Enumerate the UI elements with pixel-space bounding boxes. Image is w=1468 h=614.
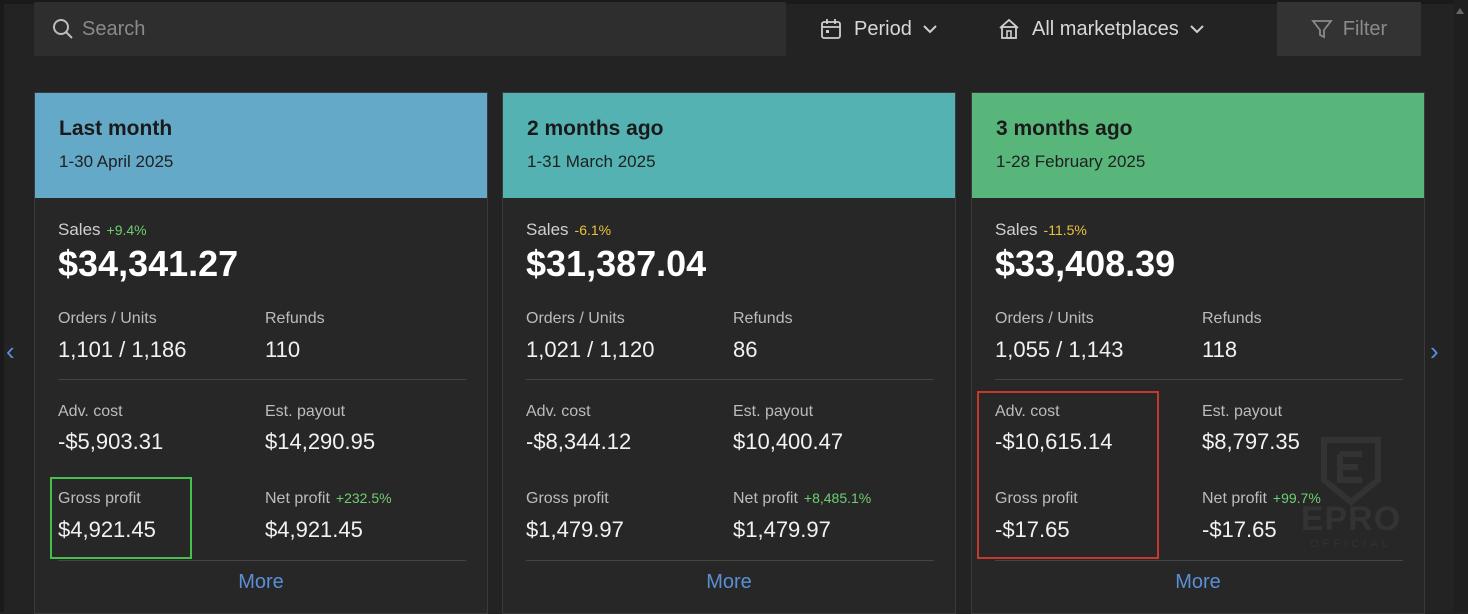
refunds-label: Refunds [733, 310, 793, 327]
sales-label: Sales -6.1% [526, 220, 612, 239]
refunds-label: Refunds [1202, 310, 1262, 327]
gross-profit-label: Gross profit [526, 490, 609, 507]
search-bar[interactable] [34, 2, 786, 56]
refunds-label: Refunds [265, 310, 325, 327]
refunds-value: 110 [265, 337, 301, 362]
net-profit-label: Net profit +8,485.1% [733, 490, 872, 507]
sales-change: +9.4% [106, 222, 147, 238]
net-profit-value: -$17.65 [1202, 517, 1277, 542]
period-card-3-months-ago: 3 months ago 1-28 February 2025 Sales -11… [971, 92, 1425, 614]
search-input[interactable] [80, 16, 684, 42]
adv-cost-value: -$8,344.12 [526, 429, 632, 454]
card-title: 3 months ago [996, 117, 1133, 140]
sales-value: $33,408.39 [995, 243, 1176, 284]
divider [58, 560, 466, 561]
prev-period-chevron-left-icon[interactable]: ‹ [6, 336, 15, 366]
orders-units-label: Orders / Units [58, 310, 157, 327]
period-label: Period [854, 17, 912, 40]
orders-units-label: Orders / Units [526, 310, 625, 327]
adv-cost-value: -$10,615.14 [995, 429, 1113, 454]
orders-units-value: 1,101 / 1,186 [58, 337, 187, 362]
adv-cost-value: -$5,903.31 [58, 429, 164, 454]
period-card-last-month: Last month 1-30 April 2025 Sales +9.4% $3… [34, 92, 488, 614]
store-icon [999, 18, 1019, 39]
watermark-sub: OFFICIAL [1310, 538, 1392, 550]
period-card-2-months-ago: 2 months ago 1-31 March 2025 Sales -6.1% … [502, 92, 956, 614]
scroll-up-arrow-icon[interactable] [1456, 8, 1464, 14]
refunds-value: 118 [1202, 337, 1238, 362]
est-payout-value: $8,797.35 [1202, 429, 1300, 454]
filter-button[interactable]: Filter [1277, 2, 1421, 56]
card-header: 2 months ago 1-31 March 2025 [503, 93, 955, 198]
net-profit-change: +232.5% [335, 490, 392, 506]
gross-profit-value: -$17.65 [995, 517, 1070, 542]
more-link[interactable]: More [238, 571, 284, 593]
card-date-range: 1-28 February 2025 [996, 152, 1146, 171]
divider [526, 379, 934, 380]
est-payout-value: $14,290.95 [265, 429, 376, 454]
window-left-edge [0, 0, 4, 612]
next-period-chevron-right-icon[interactable]: › [1430, 336, 1439, 366]
net-profit-label: Net profit +232.5% [265, 490, 392, 507]
divider [995, 379, 1403, 380]
net-profit-value: $1,479.97 [733, 517, 831, 542]
marketplace-label: All marketplaces [1032, 17, 1179, 40]
marketplace-dropdown[interactable]: All marketplaces [998, 2, 1205, 56]
est-payout-label: Est. payout [733, 403, 814, 420]
sales-change: -11.5% [1043, 222, 1087, 238]
refunds-value: 86 [733, 337, 758, 362]
adv-cost-label: Adv. cost [995, 403, 1060, 420]
gross-profit-label: Gross profit [58, 490, 141, 507]
vertical-scrollbar[interactable] [1454, 0, 1468, 612]
search-icon [53, 19, 73, 39]
net-profit-value: $4,921.45 [265, 517, 363, 542]
gross-profit-label: Gross profit [995, 490, 1078, 507]
net-profit-change: +99.7% [1272, 490, 1321, 506]
epro-watermark-logo: EPRO OFFICIAL [1296, 436, 1406, 554]
divider [58, 379, 466, 380]
sales-value: $34,341.27 [58, 243, 239, 284]
card-header: 3 months ago 1-28 February 2025 [972, 93, 1424, 198]
card-title: 2 months ago [527, 117, 664, 140]
card-date-range: 1-31 March 2025 [527, 152, 656, 171]
orders-units-value: 1,055 / 1,143 [995, 337, 1124, 362]
chevron-down-icon [1190, 25, 1204, 34]
sales-value: $31,387.04 [526, 243, 707, 284]
est-payout-label: Est. payout [1202, 403, 1283, 420]
filter-label: Filter [1342, 17, 1388, 40]
sales-label: Sales -11.5% [995, 220, 1087, 239]
est-payout-value: $10,400.47 [733, 429, 844, 454]
calendar-icon [821, 19, 841, 39]
orders-units-value: 1,021 / 1,120 [526, 337, 655, 362]
more-link[interactable]: More [706, 571, 752, 593]
filter-icon [1310, 20, 1333, 39]
gross-profit-value: $4,921.45 [58, 517, 156, 542]
card-header: Last month 1-30 April 2025 [35, 93, 487, 198]
sales-change: -6.1% [574, 222, 612, 238]
adv-cost-gross-profit-highlight-box [977, 391, 1159, 559]
watermark-brand: EPRO [1300, 500, 1402, 538]
est-payout-label: Est. payout [265, 403, 346, 420]
adv-cost-label: Adv. cost [526, 403, 591, 420]
gross-profit-highlight-box [50, 477, 192, 559]
period-dropdown[interactable]: Period [820, 2, 938, 56]
net-profit-label: Net profit +99.7% [1202, 490, 1321, 507]
adv-cost-label: Adv. cost [58, 403, 123, 420]
net-profit-change: +8,485.1% [803, 490, 872, 506]
orders-units-label: Orders / Units [995, 310, 1094, 327]
divider [526, 560, 934, 561]
more-link[interactable]: More [1175, 571, 1221, 593]
gross-profit-value: $1,479.97 [526, 517, 624, 542]
sales-label: Sales +9.4% [58, 220, 147, 239]
chevron-down-icon [923, 25, 937, 34]
card-date-range: 1-30 April 2025 [59, 152, 174, 171]
divider [995, 560, 1403, 561]
card-title: Last month [59, 117, 173, 140]
shield-e-icon [1321, 437, 1381, 506]
